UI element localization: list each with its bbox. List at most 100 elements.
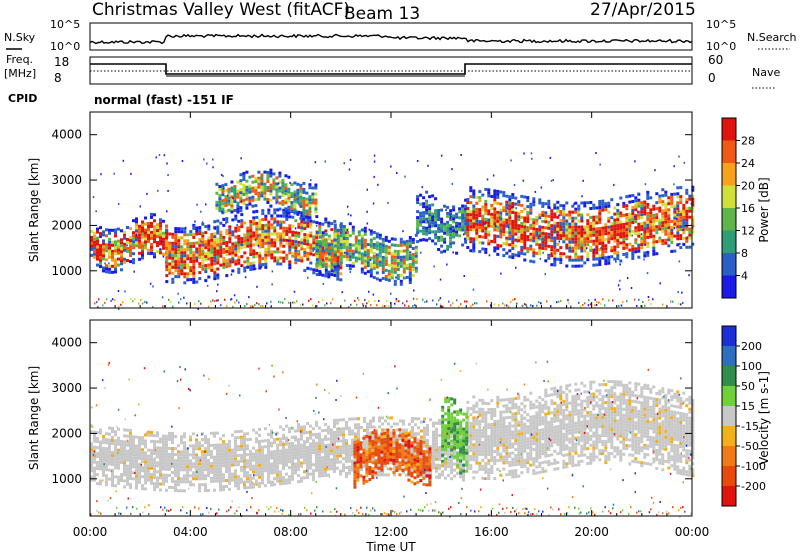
power-noise-point xyxy=(558,300,560,303)
power-cell xyxy=(327,272,331,276)
power-cell xyxy=(472,228,476,232)
power-cell xyxy=(108,237,111,241)
power-noise-point xyxy=(158,154,161,157)
power-cell xyxy=(267,211,271,215)
velocity-cell xyxy=(249,482,252,486)
power-cell xyxy=(625,216,629,220)
velocity-cell xyxy=(267,462,270,466)
power-cell xyxy=(562,237,566,241)
power-cell xyxy=(523,240,527,244)
velocity-cell xyxy=(123,446,126,450)
power-cell xyxy=(147,231,150,234)
power-cell xyxy=(425,229,429,233)
velocity-cell xyxy=(120,446,123,449)
velocity-cell xyxy=(225,461,228,464)
power-cell xyxy=(192,256,196,260)
power-cell xyxy=(327,270,331,274)
power-cell xyxy=(213,244,217,248)
power-noise-point xyxy=(196,203,198,206)
power-cell xyxy=(246,241,250,245)
power-cell xyxy=(526,235,530,239)
power-cell xyxy=(449,224,453,228)
power-cell xyxy=(258,260,262,264)
power-cell xyxy=(162,234,165,238)
power-noise-point xyxy=(412,305,414,308)
power-cell xyxy=(472,210,476,214)
power-cell xyxy=(592,203,596,207)
power-cell xyxy=(216,261,220,265)
power-cell xyxy=(120,253,123,257)
power-cell xyxy=(261,209,265,213)
velocity-cell xyxy=(348,465,351,469)
velocity-cell xyxy=(390,461,393,465)
power-cell xyxy=(99,256,102,260)
power-cell xyxy=(306,224,310,228)
velocity-cell xyxy=(300,425,303,429)
power-cell xyxy=(538,213,542,217)
velocity-cell xyxy=(216,461,219,465)
velocity-cell xyxy=(408,431,411,435)
power-cell xyxy=(266,189,270,192)
power-cell xyxy=(393,258,397,262)
power-cell xyxy=(192,235,196,239)
velocity-cell xyxy=(123,458,126,462)
power-cell xyxy=(261,236,265,240)
power-noise-point xyxy=(413,289,415,292)
power-cell xyxy=(685,212,689,216)
velocity-cell xyxy=(90,445,93,449)
velocity-cell xyxy=(132,450,135,454)
velocity-cell xyxy=(174,459,177,463)
power-cell xyxy=(661,194,665,198)
power-cell xyxy=(204,258,208,262)
power-cell xyxy=(390,252,394,256)
power-cell xyxy=(231,245,235,249)
power-cell xyxy=(437,236,441,239)
velocity-cell xyxy=(171,456,174,459)
power-cell xyxy=(393,243,397,247)
power-cell xyxy=(132,219,135,223)
power-cell xyxy=(222,238,226,242)
power-noise-point xyxy=(505,252,507,255)
power-cell xyxy=(493,237,497,241)
velocity-cell xyxy=(162,446,165,450)
power-cell xyxy=(318,259,322,263)
power-cell xyxy=(114,231,117,235)
power-cell xyxy=(264,214,268,218)
power-cell xyxy=(598,248,602,251)
nsearch-label: N.Search xyxy=(747,31,797,44)
power-cell xyxy=(574,240,578,244)
power-noise-point xyxy=(514,298,516,301)
power-cell xyxy=(285,229,289,233)
power-cell xyxy=(312,271,316,275)
power-cell xyxy=(405,257,409,261)
power-cell xyxy=(339,249,343,253)
power-cell xyxy=(228,246,232,250)
velocity-cell xyxy=(132,477,135,481)
velocity-cell xyxy=(240,438,243,442)
power-cell xyxy=(288,260,292,264)
power-cell xyxy=(336,259,340,263)
velocity-cell xyxy=(336,439,339,443)
freq-strip xyxy=(89,56,693,85)
power-cell xyxy=(141,235,144,239)
power-cell xyxy=(532,230,536,234)
power-cell xyxy=(360,267,364,271)
velocity-cell xyxy=(117,448,120,452)
power-cell xyxy=(571,219,575,223)
power-cell xyxy=(658,236,662,240)
power-cell xyxy=(315,273,319,277)
power-cell xyxy=(237,249,241,253)
power-cell xyxy=(165,259,169,263)
power-cell xyxy=(153,225,156,229)
power-cell xyxy=(225,220,229,224)
power-cell xyxy=(204,267,208,271)
power-cell xyxy=(532,248,536,252)
velocity-cell xyxy=(279,425,282,429)
power-noise-point xyxy=(270,300,272,303)
power-cell xyxy=(496,192,500,196)
velocity-cell xyxy=(285,448,288,452)
power-cell xyxy=(434,215,438,219)
power-cell xyxy=(305,209,309,213)
power-cell xyxy=(314,186,318,190)
power-cell xyxy=(428,225,432,229)
